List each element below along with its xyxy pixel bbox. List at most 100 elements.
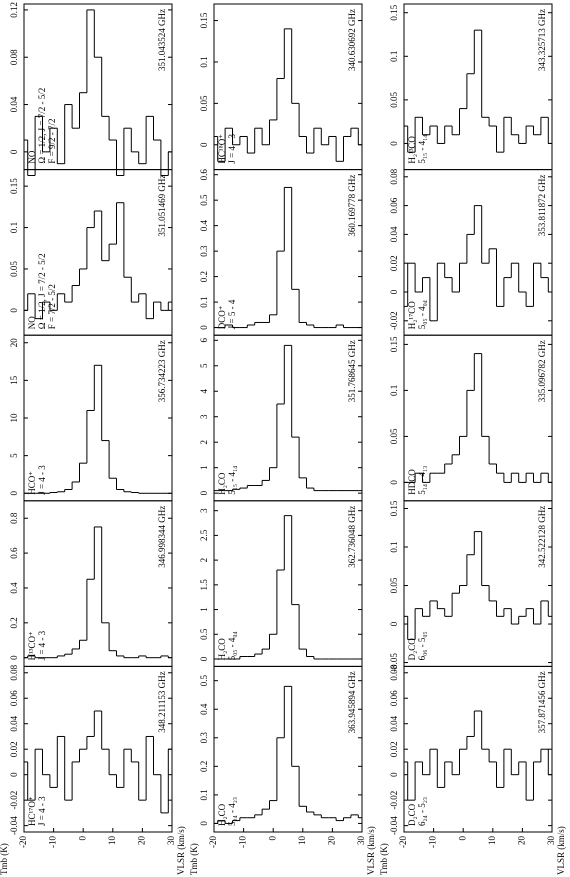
x-tick-label: -10 [238,836,248,848]
y-tick-label: 0.15 [389,500,399,516]
x-tick-label: 10 [487,836,497,846]
y-tick-label: 0 [199,490,209,495]
y-tick-label: 0 [199,142,209,147]
x-tick-label: -20 [398,836,408,848]
x-tick-label: -20 [208,836,218,848]
frequency-label: 362.736048 GHz [347,506,357,568]
y-tick-label: 10 [9,413,19,423]
y-tick-label: 0 [199,325,209,330]
species-label: 6₂₄ - 5₂₃ [417,797,427,826]
species-label: H₂CO [217,472,227,495]
y-tick-label: 0.05 [389,428,399,444]
x-tick-label: 30 [166,836,176,846]
y-tick-label: -0.02 [9,791,19,810]
y-tick-label: 0.05 [389,577,399,593]
x-tick-label: 30 [356,836,366,846]
y-tick-label: 0 [9,655,19,660]
frequency-label: 343.325713 GHz [537,9,547,71]
y-tick-label: -0.04 [9,816,19,835]
x-tick-label: 10 [297,836,307,846]
species-label: J = 5 - 4 [227,299,237,329]
y-axis-label: Tmb (K) [189,843,199,875]
species-label: F = 9/2 - 7/2 [47,119,57,164]
y-tick-label: 1 [199,607,209,612]
species-label: H₂¹³CO [407,136,417,164]
y-tick-label: 0 [9,491,19,496]
x-tick-label: 20 [136,836,146,846]
y-tick-label: 0.06 [389,690,399,706]
frequency-label: 335.096782 GHz [537,340,547,402]
y-tick-label: 0.04 [9,96,19,112]
y-tick-label: 0.4 [199,703,209,715]
panel-frame [213,665,363,833]
y-tick-label: 0.1 [9,222,19,233]
y-tick-label: 0.06 [9,690,19,706]
species-label: 6₀₆ - 5₀₅ [417,631,427,660]
species-label: D₂CO [407,803,417,826]
frequency-label: 351.768645 GHz [347,340,357,402]
species-label: D₂CO [407,638,417,661]
y-tick-label: 0.5 [199,194,209,206]
y-tick-label: 15 [9,375,19,385]
frequency-label: 363.945894 GHz [347,671,357,733]
species-label: H₂CO [217,803,227,826]
y-tick-label: 6 [199,338,209,343]
x-tick-label: 0 [77,836,87,841]
y-tick-label: 0.15 [389,336,399,352]
y-tick-label: 0 [389,289,399,294]
frequency-label: 360.169778 GHz [347,175,357,237]
x-tick-label: -20 [18,836,28,848]
species-label: NO [27,316,37,329]
y-tick-label: 0.6 [199,169,209,181]
y-tick-label: 0 [199,656,209,661]
frequency-label: 348.211153 GHz [157,671,167,732]
y-tick-label: 0.05 [199,95,209,111]
y-tick-label: 0.2 [9,617,19,628]
y-tick-label: 0.1 [389,385,399,396]
y-tick-label: 0.08 [389,664,399,680]
y-tick-label: 2.5 [199,529,209,541]
y-tick-label: 0.4 [199,220,209,232]
y-tick-label: 0.15 [9,178,19,194]
y-tick-label: 0 [9,772,19,777]
y-tick-label: 0 [199,821,209,826]
y-tick-label: 0.04 [389,226,399,242]
y-tick-label: 0 [389,480,399,485]
y-tick-label: 0.04 [9,715,19,731]
frequency-label: 351.051469 GHz [157,175,167,237]
y-tick-label: 0 [9,149,19,154]
y-tick-label: 0.1 [389,541,399,552]
y-tick-label: 0.15 [389,4,399,20]
y-tick-label: 0 [9,308,19,313]
species-label: H₂¹⁷CO [407,301,417,329]
y-tick-label: -0.04 [389,816,399,835]
y-tick-label: 0.5 [199,628,209,640]
y-tick-label: 0.8 [9,512,19,524]
y-tick-label: 0 [389,772,399,777]
species-label: HC¹⁷O⁺ [27,796,37,826]
species-label: J = 4 - 3 [37,630,47,660]
species-label: 5₂₄ - 4₂₃ [227,797,237,826]
y-tick-label: 0.06 [389,197,399,213]
y-tick-label: 3 [199,414,209,419]
x-tick-label: 20 [326,836,336,846]
y-tick-label: 0.04 [389,715,399,731]
y-tick-label: 20 [9,338,19,348]
y-tick-label: 0.2 [199,761,209,772]
y-tick-label: 3 [199,508,209,513]
y-tick-label: 5 [199,363,209,368]
y-tick-label: 0.2 [199,271,209,282]
species-label: DCO⁺ [217,305,227,329]
y-tick-label: 0.08 [9,664,19,680]
x-tick-label: -10 [428,836,438,848]
x-tick-label: 10 [107,836,117,846]
y-tick-label: 0.1 [389,51,399,62]
x-tick-label: 30 [546,836,556,846]
y-tick-label: -0.05 [389,653,399,672]
x-axis-label: VLSR (km/s) [176,826,186,875]
species-label: H¹³CO⁺ [27,631,37,660]
y-tick-label: 0.02 [9,741,19,757]
frequency-label: 340.630692 GHz [347,9,357,71]
species-label: H₂CO [217,638,227,661]
